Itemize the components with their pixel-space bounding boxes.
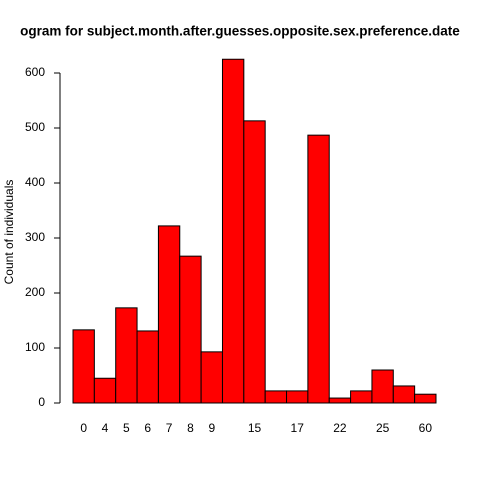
bar xyxy=(414,393,437,404)
bar xyxy=(179,255,202,404)
bar xyxy=(392,385,416,404)
bar xyxy=(243,120,266,404)
y-tick-label: 0 xyxy=(38,395,45,409)
x-tick-label: 6 xyxy=(144,421,151,435)
y-tick-label: 300 xyxy=(25,230,45,244)
x-tick-label: 9 xyxy=(208,421,215,435)
bar xyxy=(350,390,373,404)
y-axis-label: Count of individuals xyxy=(2,180,16,285)
x-tick-label: 4 xyxy=(102,421,109,435)
x-tick-label: 8 xyxy=(187,421,194,435)
x-tick-label: 5 xyxy=(123,421,130,435)
x-tick-label: 22 xyxy=(333,421,347,435)
bar xyxy=(72,329,95,404)
bar xyxy=(136,330,159,404)
bar xyxy=(371,369,394,404)
bar xyxy=(221,58,245,404)
chart-title: ogram for subject.month.after.guesses.op… xyxy=(20,24,460,39)
bar xyxy=(115,307,138,404)
x-tick-label: 15 xyxy=(248,421,262,435)
y-tick-label: 200 xyxy=(25,285,45,299)
bar xyxy=(286,390,309,404)
bar xyxy=(307,134,330,404)
x-tick-label: 7 xyxy=(166,421,173,435)
bar xyxy=(200,351,223,404)
x-tick-label: 25 xyxy=(376,421,390,435)
y-tick-label: 500 xyxy=(25,120,45,134)
x-tick-label: 17 xyxy=(291,421,305,435)
y-tick-label: 600 xyxy=(25,65,45,79)
bar xyxy=(93,377,117,404)
x-tick-label: 60 xyxy=(419,421,433,435)
y-tick-label: 400 xyxy=(25,175,45,189)
bar xyxy=(157,225,181,404)
y-tick-label: 100 xyxy=(25,340,45,354)
x-tick-label: 0 xyxy=(80,421,87,435)
bar xyxy=(328,397,352,404)
bar xyxy=(264,390,288,404)
